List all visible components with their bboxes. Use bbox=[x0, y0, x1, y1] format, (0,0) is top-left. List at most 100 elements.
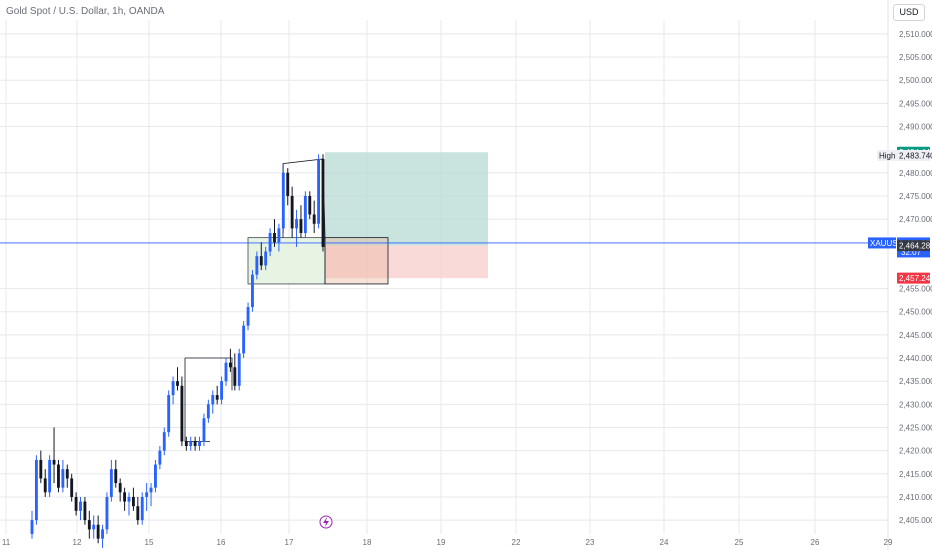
x-tick-label: 16 bbox=[217, 538, 226, 547]
x-tick-label: 23 bbox=[586, 538, 595, 547]
x-tick-label: 29 bbox=[884, 538, 893, 547]
high-value: 2,483.740 bbox=[899, 151, 932, 160]
candle-body[interactable] bbox=[87, 520, 91, 530]
y-tick-label: 2,415.000 bbox=[899, 470, 932, 479]
y-tick-label: 2,470.000 bbox=[899, 215, 932, 224]
high-tag-bg bbox=[877, 149, 930, 161]
stop-loss-tag: 2,457.245 bbox=[899, 274, 932, 283]
candle-body[interactable] bbox=[83, 501, 87, 521]
candle-body[interactable] bbox=[206, 404, 210, 419]
candle-body[interactable] bbox=[127, 496, 131, 502]
candle-body[interactable] bbox=[299, 219, 303, 234]
y-tick-label: 2,425.000 bbox=[899, 423, 932, 432]
candle-body[interactable] bbox=[264, 251, 268, 266]
candle-body[interactable] bbox=[277, 228, 281, 243]
candle-body[interactable] bbox=[96, 524, 100, 539]
candle-body[interactable] bbox=[52, 459, 56, 465]
candle-body[interactable] bbox=[295, 219, 298, 229]
candle-body[interactable] bbox=[61, 469, 65, 488]
candle-body[interactable] bbox=[48, 459, 52, 493]
candle-body[interactable] bbox=[171, 381, 175, 396]
candle-body[interactable] bbox=[237, 353, 241, 386]
y-tick-label: 2,505.000 bbox=[899, 53, 932, 62]
candle-body[interactable] bbox=[286, 172, 290, 196]
stop-loss-tag-bg bbox=[897, 272, 930, 284]
candle-body[interactable] bbox=[251, 274, 254, 308]
candle-body[interactable] bbox=[211, 395, 215, 405]
x-tick-label: 19 bbox=[437, 538, 446, 547]
y-tick-label: 2,420.000 bbox=[899, 447, 932, 456]
x-tick-label: 22 bbox=[512, 538, 521, 547]
range-box-lower-left[interactable] bbox=[184, 358, 210, 442]
candle-body[interactable] bbox=[215, 395, 219, 400]
candle-body[interactable] bbox=[70, 478, 74, 497]
candle-body[interactable] bbox=[255, 256, 259, 275]
y-tick-label: 2,500.000 bbox=[899, 76, 932, 85]
candle-body[interactable] bbox=[109, 469, 113, 497]
y-tick-label: 2,405.000 bbox=[899, 516, 932, 525]
candle-body[interactable] bbox=[140, 496, 144, 521]
candle-body[interactable] bbox=[74, 496, 78, 511]
candle-body[interactable] bbox=[281, 172, 285, 229]
y-tick-label: 2,480.000 bbox=[899, 169, 932, 178]
candle-body[interactable] bbox=[308, 195, 312, 215]
candle-body[interactable] bbox=[180, 385, 184, 442]
candle-body[interactable] bbox=[268, 233, 272, 252]
y-tick-label: 2,410.000 bbox=[899, 493, 932, 502]
candle-body[interactable] bbox=[273, 233, 276, 243]
profit-zone[interactable] bbox=[325, 152, 488, 246]
candle-body[interactable] bbox=[233, 367, 237, 386]
candle-body[interactable] bbox=[317, 158, 321, 224]
x-tick-label: 12 bbox=[73, 538, 82, 547]
candle-body[interactable] bbox=[43, 478, 47, 493]
candle-body[interactable] bbox=[34, 459, 38, 521]
candle-body[interactable] bbox=[193, 441, 197, 447]
candle-body[interactable] bbox=[176, 381, 179, 386]
candle-body[interactable] bbox=[198, 441, 201, 447]
candle-body[interactable] bbox=[136, 506, 140, 521]
candle-body[interactable] bbox=[167, 395, 171, 433]
candle-body[interactable] bbox=[57, 464, 60, 488]
currency-button[interactable]: USD bbox=[893, 4, 925, 21]
candle-body[interactable] bbox=[114, 469, 118, 484]
candle-body[interactable] bbox=[30, 520, 34, 534]
candle-body[interactable] bbox=[39, 459, 43, 479]
candle-body[interactable] bbox=[92, 524, 96, 530]
demand-zone-box[interactable] bbox=[247, 237, 326, 285]
candle-body[interactable] bbox=[101, 529, 104, 539]
range-box-lower[interactable] bbox=[185, 357, 233, 391]
x-tick-label: 18 bbox=[363, 538, 372, 547]
candle-body[interactable] bbox=[149, 487, 153, 493]
candle-body[interactable] bbox=[158, 450, 162, 465]
entry-zone-box[interactable] bbox=[324, 237, 389, 285]
candle-body[interactable] bbox=[228, 362, 232, 368]
candle-body[interactable] bbox=[105, 496, 109, 530]
candle-body[interactable] bbox=[220, 381, 224, 400]
loss-zone[interactable] bbox=[325, 245, 488, 279]
candle-body[interactable] bbox=[189, 441, 193, 447]
candle-body[interactable] bbox=[321, 158, 325, 247]
candle-body[interactable] bbox=[312, 214, 316, 224]
candle-body[interactable] bbox=[242, 325, 246, 354]
candle-body[interactable] bbox=[145, 492, 149, 497]
candle-body[interactable] bbox=[202, 418, 206, 442]
candle-body[interactable] bbox=[246, 307, 250, 326]
candle-body[interactable] bbox=[154, 464, 157, 488]
candle-body[interactable] bbox=[131, 496, 135, 507]
candle-body[interactable] bbox=[259, 256, 263, 266]
y-tick-label: 2,435.000 bbox=[899, 377, 932, 386]
candle-body[interactable] bbox=[79, 501, 82, 511]
candle-body[interactable] bbox=[118, 483, 122, 493]
candle-body[interactable] bbox=[123, 492, 127, 502]
candle-body[interactable] bbox=[224, 362, 228, 382]
countdown-timer: 32:07 bbox=[901, 248, 922, 257]
candle-body[interactable] bbox=[162, 432, 166, 451]
candle-body[interactable] bbox=[65, 469, 69, 479]
candle-body[interactable] bbox=[303, 195, 307, 234]
candle-body[interactable] bbox=[290, 195, 294, 229]
lightning-glyph bbox=[323, 517, 329, 527]
chart-title: Gold Spot / U.S. Dollar, 1h, OANDA bbox=[6, 6, 165, 17]
y-tick-label: 2,445.000 bbox=[899, 331, 932, 340]
candle-body[interactable] bbox=[184, 441, 188, 447]
